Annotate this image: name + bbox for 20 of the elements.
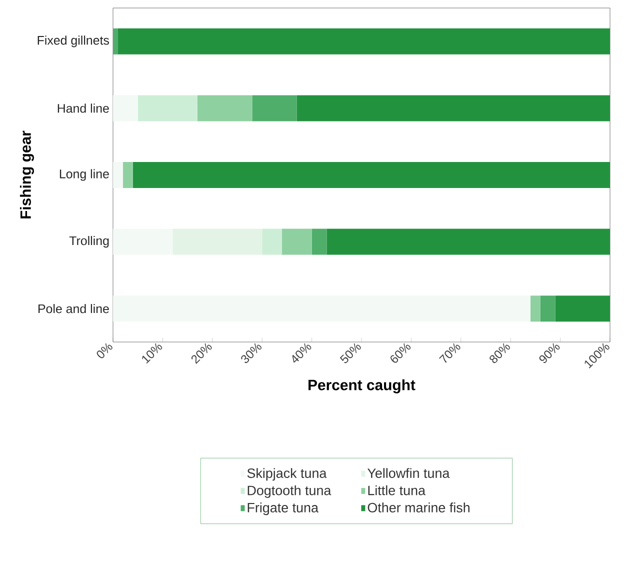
y-tick-label: Fixed gillnets xyxy=(38,36,110,48)
legend-label: Frigate tuna xyxy=(248,502,318,516)
x-tick-label: 90% xyxy=(539,343,560,364)
x-tick-label: 0% xyxy=(96,343,112,358)
x-tick-label: 40% xyxy=(292,343,312,363)
y-tick-label: Long line xyxy=(60,169,109,181)
legend-label: Dogtooth tuna xyxy=(248,485,332,498)
legend-label: Yellowfin tuna xyxy=(368,468,450,478)
y-axis-title: Fishing gear xyxy=(20,130,34,218)
y-tick-label: Hand line xyxy=(58,104,109,113)
legend-label: Other marine fish xyxy=(368,502,470,512)
legend-label: Little tuna xyxy=(368,485,426,496)
x-tick-label: 30% xyxy=(241,343,262,364)
y-tick-label: Pole and line xyxy=(38,304,109,314)
y-tick-label: Trolling xyxy=(69,236,109,248)
legend-label: Skipjack tuna xyxy=(247,468,327,481)
x-tick-label: 70% xyxy=(439,343,460,363)
x-axis-title: Percent caught xyxy=(308,379,416,394)
x-tick-label: 60% xyxy=(390,343,411,363)
x-tick-label: 80% xyxy=(490,343,510,364)
